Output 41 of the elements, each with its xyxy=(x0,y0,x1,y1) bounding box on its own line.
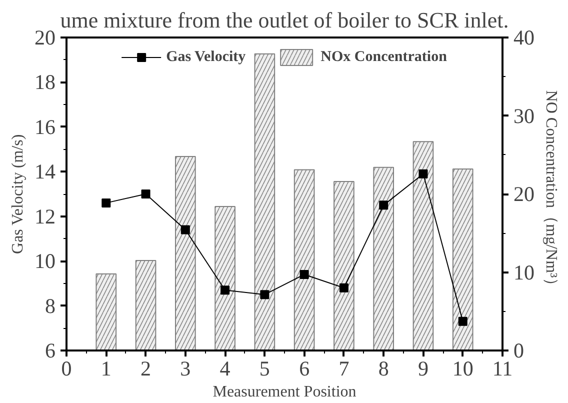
x-tick-label: 2 xyxy=(140,356,152,380)
x-axis-title: Measurement Position xyxy=(212,384,356,400)
y-tick-label: 14 xyxy=(34,160,56,184)
y2-tick-label: 30 xyxy=(514,104,534,128)
x-tick-label: 3 xyxy=(180,356,191,380)
x-tick-label: 6 xyxy=(299,356,310,380)
y-tick-label: 20 xyxy=(34,26,56,50)
y-tick-label: 18 xyxy=(34,70,56,94)
x-tick-label: 8 xyxy=(378,356,389,380)
point xyxy=(180,225,190,234)
point xyxy=(458,316,468,326)
y-tick-label: 12 xyxy=(34,204,56,228)
text: ume mixture from the outlet of boiler to SCR inlet. xyxy=(60,8,509,32)
x-tick-label: 0 xyxy=(61,356,72,380)
y2-tick-label: 10 xyxy=(514,260,534,284)
y2-axis-title: NO Concentration（mg/Nm³） xyxy=(542,90,560,294)
y2-tick-label: 40 xyxy=(514,26,534,50)
point xyxy=(300,270,309,279)
point xyxy=(141,190,150,198)
legend-label: Gas Velocity xyxy=(166,48,246,66)
x-tick-label: 10 xyxy=(452,356,474,380)
point xyxy=(220,286,230,295)
x-tick-label: 9 xyxy=(418,356,428,380)
x-tick-label: 7 xyxy=(338,356,350,380)
legend-label: NOx Concentration xyxy=(320,48,447,66)
x-tick-label: 1 xyxy=(100,356,112,380)
y-tick-label: 6 xyxy=(45,338,56,362)
point xyxy=(102,198,111,208)
point xyxy=(339,283,348,292)
y2-tick-label: 20 xyxy=(514,182,534,206)
x-tick-label: 4 xyxy=(220,356,231,380)
y-axis-title: Gas Velocity (m/s) xyxy=(10,134,26,254)
y-tick-label: 16 xyxy=(34,114,56,139)
point xyxy=(260,290,270,300)
y-tick-label: 8 xyxy=(45,294,56,318)
point xyxy=(418,169,428,178)
x-tick-label: 11 xyxy=(492,356,513,380)
x-tick-label: 5 xyxy=(259,356,270,380)
y2-tick-label: 0 xyxy=(514,338,524,362)
y-tick-label: 10 xyxy=(34,249,56,274)
point xyxy=(379,200,388,210)
